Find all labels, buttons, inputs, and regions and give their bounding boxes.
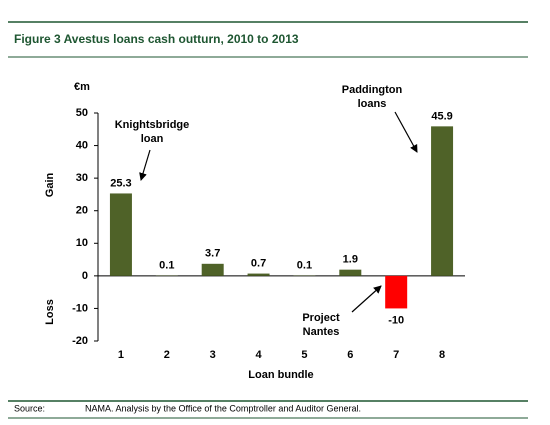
y-tick-label: 50	[76, 107, 88, 119]
y-tick-label: 10	[76, 237, 88, 249]
value-label: 3.7	[205, 248, 220, 260]
y-tick-label: 40	[76, 139, 88, 151]
value-label: -10	[388, 314, 404, 326]
bar	[109, 193, 132, 276]
bar	[201, 263, 224, 276]
x-tick-label: 3	[210, 349, 216, 361]
bar	[339, 269, 362, 276]
y-tick-label: -20	[72, 335, 88, 347]
y-tick-label: -10	[72, 302, 88, 314]
x-tick-label: 7	[393, 349, 399, 361]
value-label: 1.9	[343, 254, 358, 266]
source: NAMA. Analysis by the Office of the Comp…	[85, 403, 361, 413]
x-tick-label: 6	[347, 349, 353, 361]
annotation: Project	[302, 312, 340, 324]
x-axis-title: Loan bundle	[248, 369, 313, 381]
y-tick-label: 20	[76, 205, 88, 217]
annotation: loan	[141, 133, 164, 145]
x-tick-label: 5	[301, 349, 307, 361]
x-tick-label: 8	[439, 349, 445, 361]
value-label: 45.9	[431, 110, 452, 122]
y-tick-label: 30	[76, 172, 88, 184]
y-unit: €m	[74, 81, 90, 93]
y-tick-label: 0	[82, 270, 88, 282]
x-tick-label: 2	[164, 349, 170, 361]
annotation-arrow	[394, 111, 418, 153]
annotation: Nantes	[303, 326, 340, 338]
value-label: 0.1	[159, 259, 174, 271]
annotation: Paddington	[342, 84, 403, 96]
gain-label: Gain	[44, 172, 56, 197]
bar	[431, 126, 454, 276]
x-tick-label: 4	[256, 349, 263, 361]
value-label: 25.3	[110, 177, 131, 189]
annotation: loans	[358, 98, 387, 110]
annotation-arrow	[139, 149, 151, 181]
loss-label: Loss	[44, 299, 56, 325]
x-tick-label: 1	[118, 349, 124, 361]
annotation: Knightsbridge	[115, 119, 190, 131]
chart-title: Figure 3 Avestus loans cash outturn, 201…	[14, 32, 299, 46]
source-label: Source:	[14, 403, 45, 413]
bar	[385, 275, 408, 309]
value-label: 0.7	[251, 257, 266, 269]
value-label: 0.1	[297, 259, 312, 271]
bar	[247, 273, 270, 276]
annotation-arrow	[351, 285, 382, 313]
